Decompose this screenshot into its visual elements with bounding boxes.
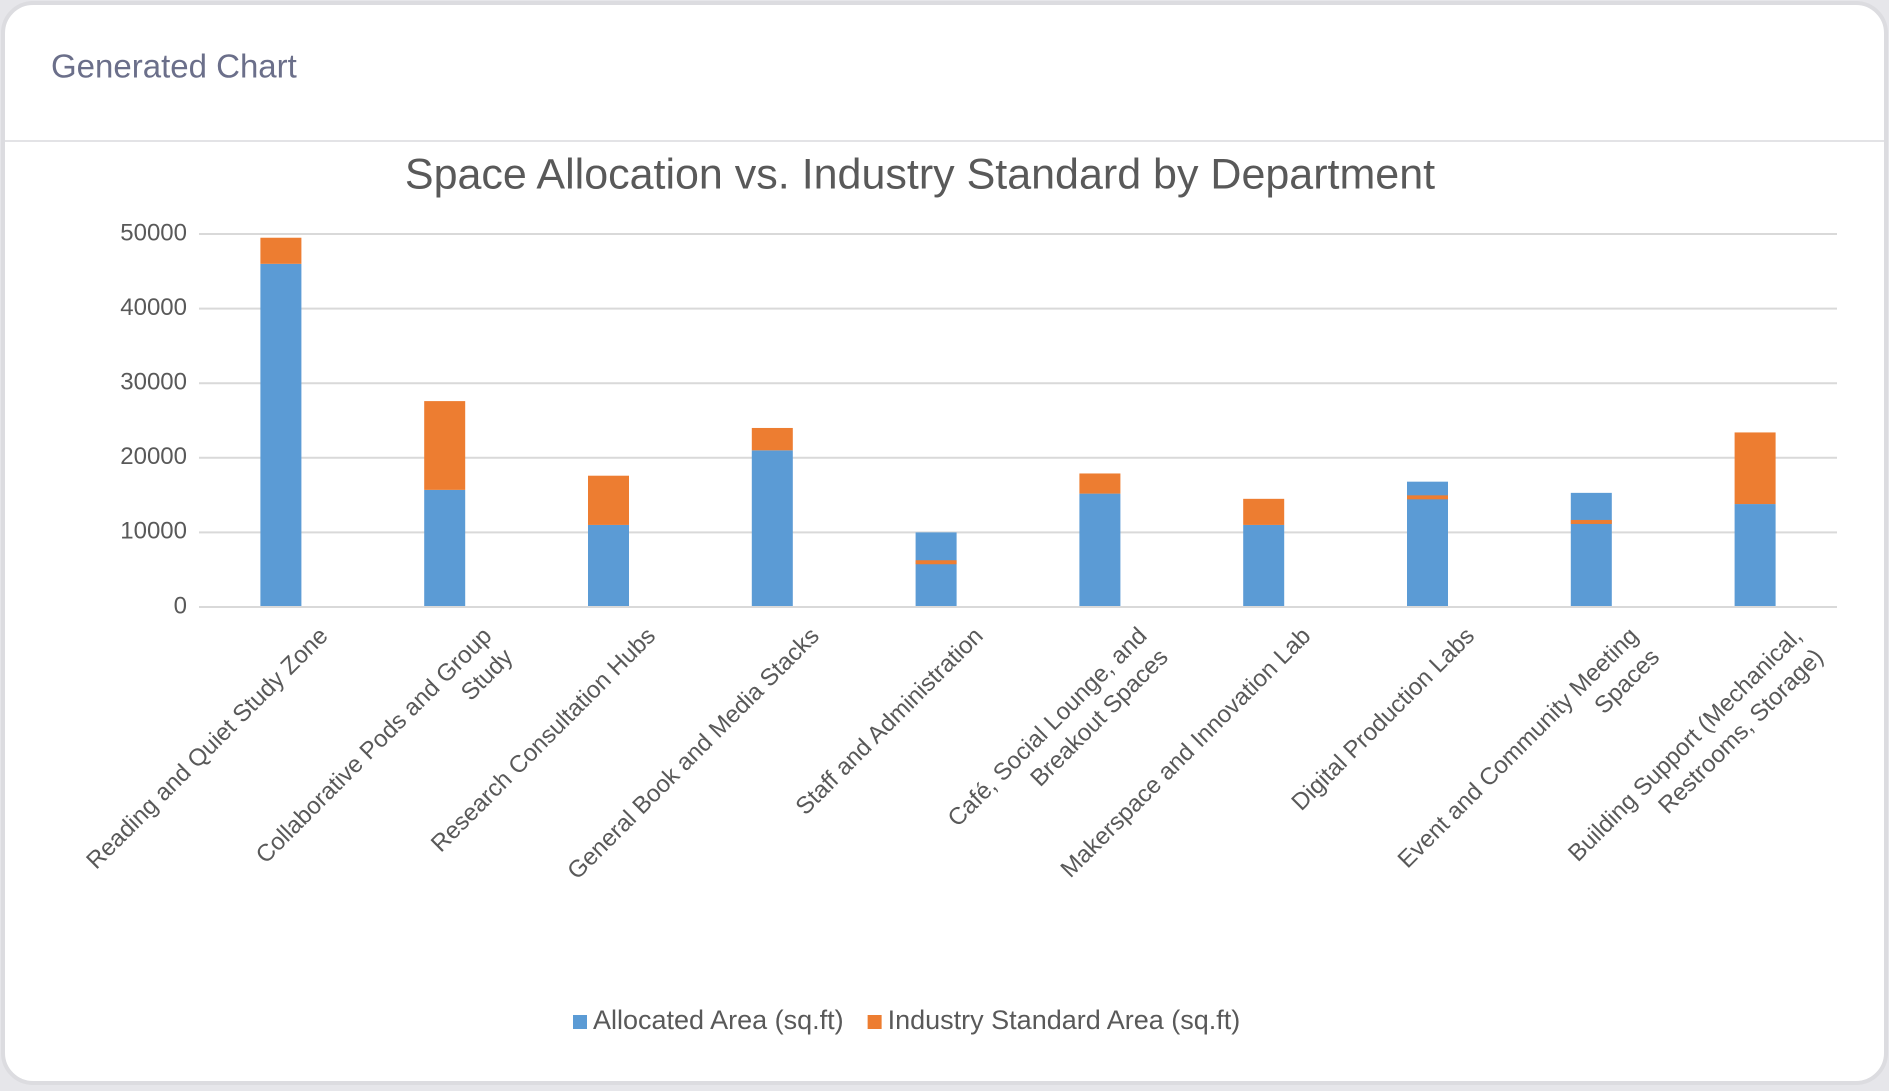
bar [260, 237, 302, 264]
legend-swatch [573, 1015, 587, 1029]
bar [424, 489, 466, 607]
bar [1079, 473, 1121, 494]
bar [1407, 481, 1448, 607]
header-title: Generated Chart [51, 48, 297, 85]
y-tick-label: 40000 [120, 294, 187, 321]
bar [915, 560, 957, 565]
bar [424, 401, 466, 490]
legend-label: Industry Standard Area (sq.ft) [888, 1005, 1241, 1035]
bar [1570, 519, 1612, 524]
bar [1407, 495, 1448, 500]
bar [260, 263, 302, 607]
bar [1570, 492, 1612, 607]
bar [588, 524, 629, 607]
chart-title: Space Allocation vs. Industry Standard b… [405, 150, 1435, 198]
bar [1243, 524, 1285, 607]
bar [588, 475, 629, 525]
bar [751, 427, 793, 451]
bar [1734, 432, 1776, 505]
legend-label: Allocated Area (sq.ft) [593, 1005, 844, 1035]
bar [751, 450, 793, 607]
bar [1079, 493, 1121, 607]
y-tick-label: 10000 [120, 518, 187, 545]
y-tick-label: 0 [174, 592, 187, 619]
y-tick-label: 50000 [120, 219, 187, 246]
bar [915, 532, 957, 607]
y-tick-label: 20000 [120, 443, 187, 470]
bar [1243, 498, 1285, 525]
legend-swatch [867, 1015, 882, 1029]
bar [1734, 504, 1776, 607]
y-tick-label: 30000 [120, 369, 187, 396]
